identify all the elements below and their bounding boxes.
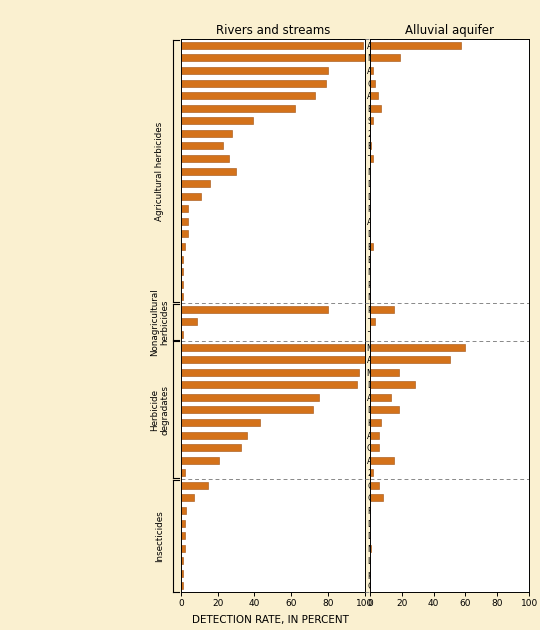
Bar [370,42,461,49]
Bar [181,231,188,238]
Bar [181,432,247,438]
Bar [181,268,183,275]
Bar [181,306,328,313]
Bar [181,130,232,137]
Bar [370,444,380,451]
Bar [181,42,363,49]
Bar [370,469,373,476]
Text: Herbicide
degradates: Herbicide degradates [150,385,170,435]
Bar [370,495,383,501]
Bar [370,432,380,438]
Bar [370,142,372,149]
Bar [181,545,185,552]
Bar [181,117,253,124]
Text: Insecticides: Insecticides [156,510,164,561]
Bar [181,495,194,501]
Bar [181,356,364,363]
Bar [370,155,373,162]
Bar [181,180,210,187]
Bar [181,193,201,200]
Bar [370,457,394,464]
Bar [370,545,372,552]
Bar [181,343,364,350]
Bar [181,54,364,61]
Bar [181,406,313,413]
Bar [181,331,183,338]
Bar [181,168,236,175]
Bar [181,281,183,288]
Bar [181,205,188,212]
Bar [181,532,185,539]
Bar [370,482,380,489]
Bar [370,419,381,426]
Bar [181,256,183,263]
Bar [181,369,359,375]
Bar [370,54,400,61]
Bar [370,79,375,86]
Bar [181,155,228,162]
Bar [370,92,378,99]
Text: Nonagricultural
herbicides: Nonagricultural herbicides [150,288,170,356]
Bar [370,369,399,375]
Bar [181,469,185,476]
Bar [181,218,188,225]
Text: Agricultural herbicides: Agricultural herbicides [156,122,164,220]
Bar [370,306,394,313]
Bar [370,343,465,350]
Bar [370,356,450,363]
Bar [181,444,241,451]
Bar [181,482,208,489]
Bar [181,520,185,527]
Bar [181,79,326,86]
Bar [370,381,415,388]
Bar [181,318,198,325]
Bar [181,67,328,74]
Bar [370,117,373,124]
Bar [181,294,183,301]
Bar [181,142,223,149]
Bar [181,394,319,401]
Bar [181,558,183,564]
Bar [370,243,373,250]
Bar [370,318,375,325]
Bar [370,105,381,112]
Title: Rivers and streams: Rivers and streams [215,23,330,37]
Title: Alluvial aquifer: Alluvial aquifer [405,23,494,37]
Bar [181,243,185,250]
Bar [370,406,399,413]
Bar [370,67,373,74]
Bar [181,457,219,464]
Bar [181,381,357,388]
Bar [181,570,183,577]
Bar [181,583,183,590]
Bar [181,419,260,426]
Bar [181,92,315,99]
Text: DETECTION RATE, IN PERCENT: DETECTION RATE, IN PERCENT [192,615,348,625]
Bar [181,105,295,112]
Bar [370,394,390,401]
Bar [181,507,186,514]
